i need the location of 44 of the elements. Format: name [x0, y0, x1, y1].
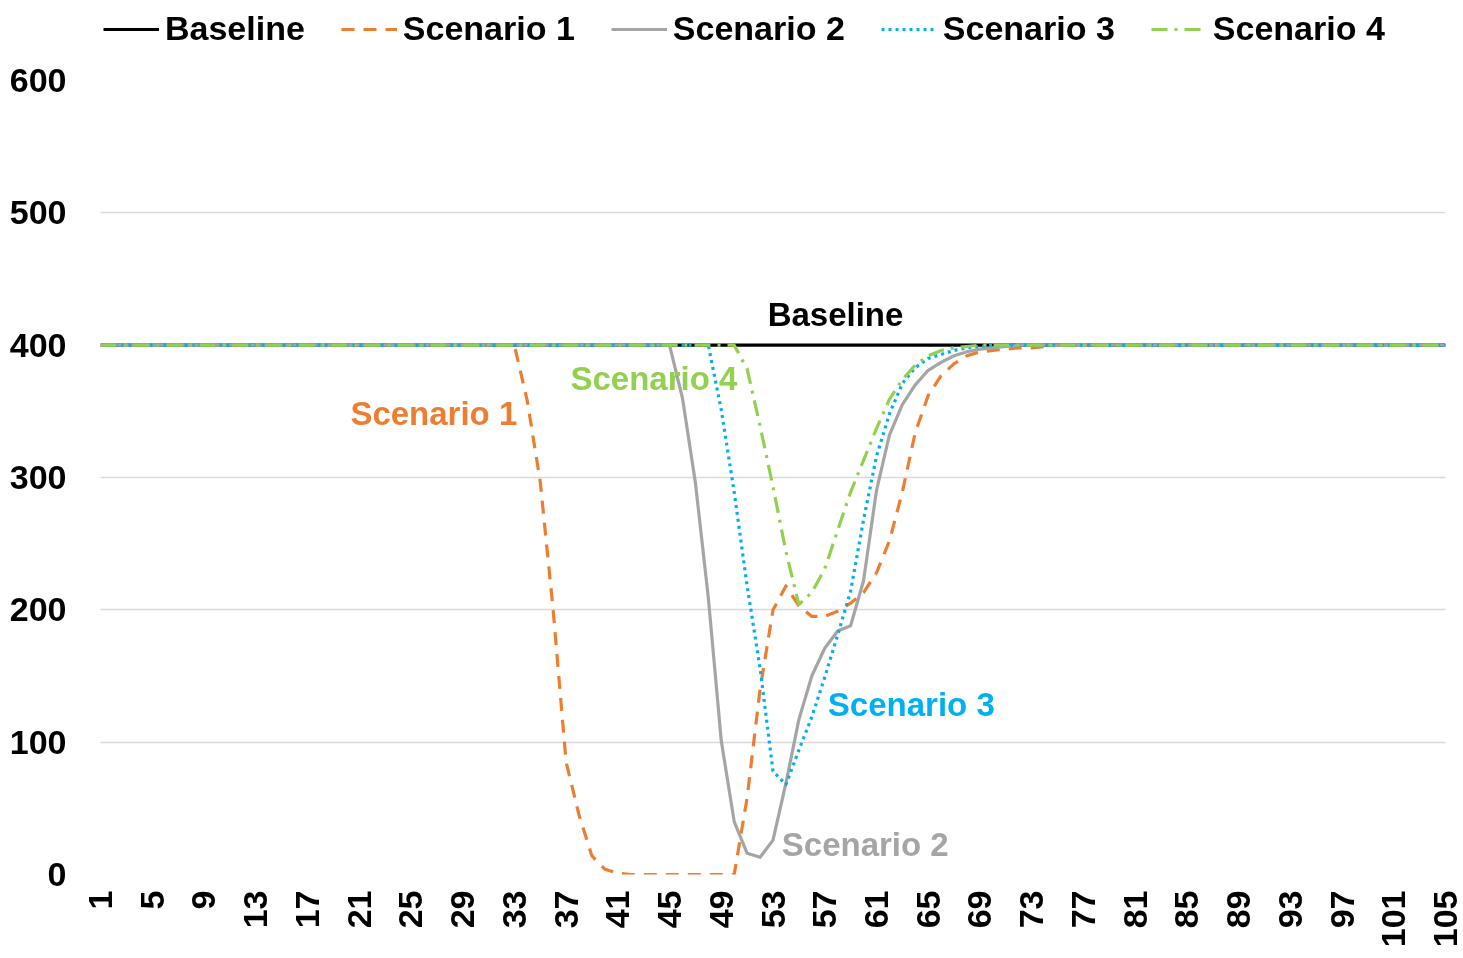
x-tick-label: 61: [856, 890, 895, 929]
legend-label: Scenario 4: [1212, 9, 1385, 48]
x-tick-label: 101: [1374, 890, 1413, 948]
x-tick-label: 85: [1167, 890, 1206, 929]
legend-label: Scenario 1: [402, 9, 575, 48]
text: Scenario 4: [570, 360, 738, 398]
x-tick-label: 65: [908, 890, 947, 929]
y-tick-label: 400: [9, 325, 67, 364]
y-tick-label: 200: [9, 590, 67, 629]
x-tick-label: 1: [81, 890, 119, 910]
x-tick-label: 73: [1012, 890, 1051, 929]
x-tick-label: 41: [598, 890, 637, 929]
text: Scenario 3: [827, 686, 995, 724]
legend-label: Baseline: [165, 9, 305, 48]
x-tick-label: 13: [236, 890, 275, 929]
x-tick-label: 57: [805, 890, 844, 929]
y-tick-label: 600: [9, 61, 67, 99]
x-tick-label: 17: [287, 890, 326, 929]
x-tick-label: 97: [1322, 890, 1361, 929]
text: Scenario 1: [350, 394, 518, 432]
x-tick-label: 33: [494, 890, 533, 929]
x-tick-label: 9: [184, 890, 223, 910]
y-tick-label: 100: [9, 722, 67, 761]
x-tick-label: 49: [701, 890, 740, 929]
x-tick-label: 25: [391, 890, 430, 929]
x-tick-label: 93: [1270, 890, 1309, 929]
x-tick-label: 77: [1063, 890, 1102, 929]
y-tick-label: 500: [9, 193, 67, 232]
x-tick-label: 5: [132, 890, 171, 910]
x-tick-label: 37: [546, 890, 585, 929]
legend-label: Scenario 3: [942, 9, 1115, 48]
x-tick-label: 29: [443, 890, 482, 929]
text: Baseline: [767, 296, 904, 334]
text: Scenario 2: [781, 825, 949, 863]
x-tick-label: 81: [1115, 890, 1154, 929]
x-tick-label: 21: [339, 890, 378, 929]
x-tick-label: 69: [960, 890, 999, 929]
legend-label: Scenario 2: [672, 9, 845, 48]
x-tick-label: 45: [650, 890, 689, 929]
x-tick-label: 105: [1426, 890, 1463, 948]
x-tick-label: 89: [1219, 890, 1258, 929]
y-tick-label: 300: [9, 458, 67, 496]
y-tick-label: 0: [47, 855, 67, 893]
x-tick-label: 53: [753, 890, 792, 929]
